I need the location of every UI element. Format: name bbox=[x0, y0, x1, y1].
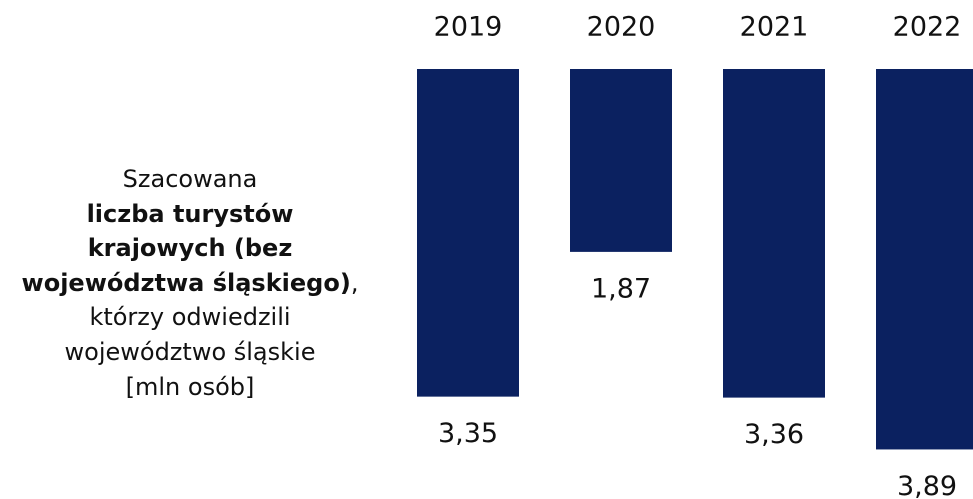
value-label: 3,36 bbox=[744, 419, 804, 450]
bar bbox=[570, 69, 672, 252]
description-comma: , bbox=[350, 268, 359, 297]
description-line: którzy odwiedzili bbox=[89, 303, 291, 332]
description-line: Szacowana bbox=[122, 165, 258, 193]
category-label: 2022 bbox=[893, 12, 962, 43]
value-label: 3,35 bbox=[438, 418, 498, 449]
description-line: [mln osób] bbox=[125, 372, 255, 401]
description-bold: województwa śląskiego) bbox=[21, 268, 351, 297]
bar bbox=[876, 69, 973, 450]
bar bbox=[723, 69, 825, 398]
category-label: 2019 bbox=[434, 12, 503, 43]
category-label: 2020 bbox=[587, 12, 656, 43]
description-line: województwo śląskie bbox=[64, 337, 316, 366]
category-label: 2021 bbox=[740, 12, 809, 43]
value-label: 1,87 bbox=[591, 273, 651, 304]
bar bbox=[417, 69, 519, 397]
value-label: 3,89 bbox=[897, 471, 957, 499]
description-bold: liczba turystów bbox=[86, 199, 294, 228]
description-bold: krajowych (bez bbox=[87, 234, 293, 263]
description: Szacowana liczba turystów krajowych (bez… bbox=[0, 162, 380, 404]
